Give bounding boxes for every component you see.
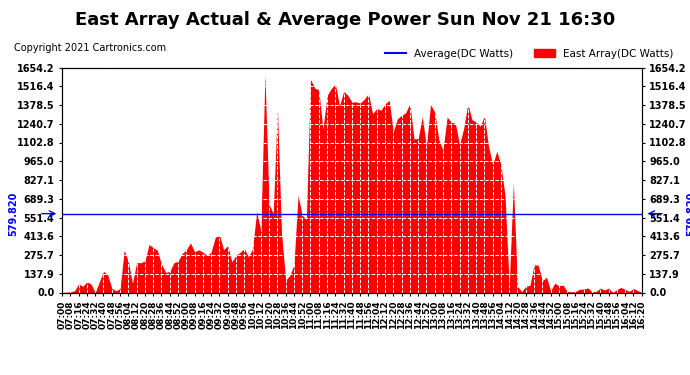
- Text: 579.820: 579.820: [8, 192, 18, 236]
- Text: 579.820: 579.820: [686, 192, 690, 236]
- Text: Copyright 2021 Cartronics.com: Copyright 2021 Cartronics.com: [14, 43, 166, 53]
- Text: East Array Actual & Average Power Sun Nov 21 16:30: East Array Actual & Average Power Sun No…: [75, 11, 615, 29]
- Legend: Average(DC Watts), East Array(DC Watts): Average(DC Watts), East Array(DC Watts): [381, 45, 678, 63]
